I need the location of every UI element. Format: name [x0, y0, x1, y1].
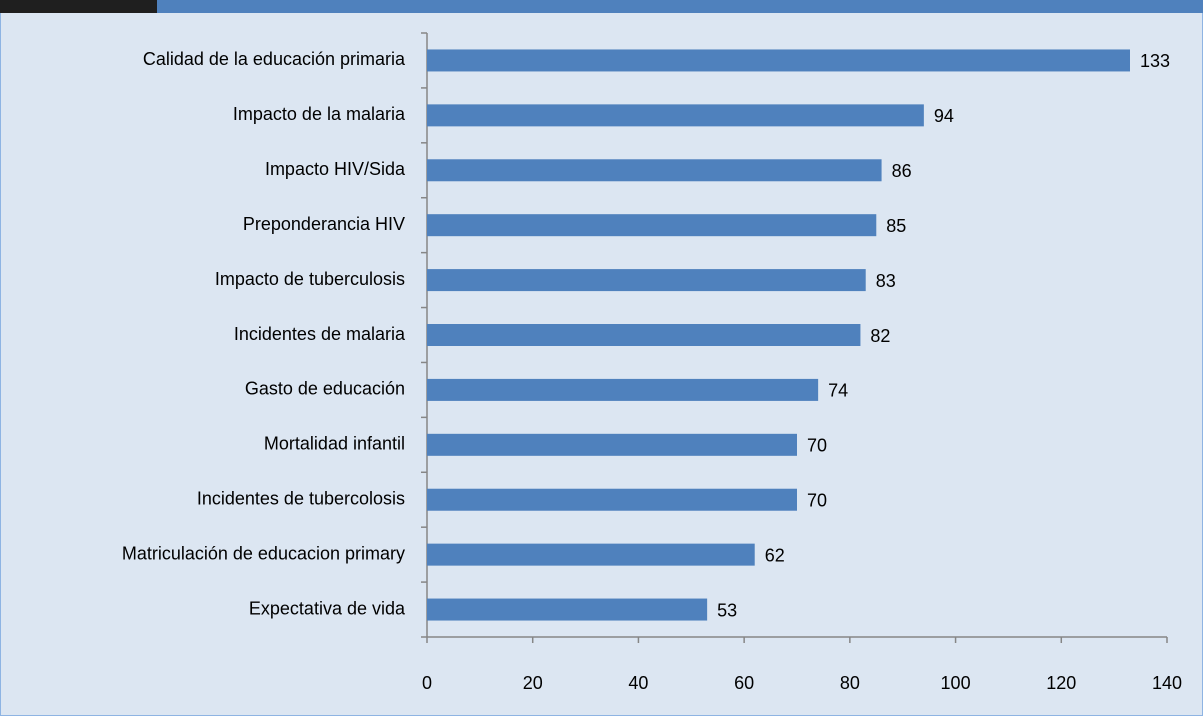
y-tick-label: Incidentes de tubercolosis — [197, 488, 405, 508]
x-tick-label: 40 — [628, 673, 648, 693]
bar — [427, 433, 797, 456]
value-label: 86 — [892, 161, 912, 181]
y-tick-label: Gasto de educación — [245, 379, 405, 399]
bar — [427, 488, 797, 511]
bar — [427, 324, 861, 346]
y-tick-label: Preponderancia HIV — [243, 214, 405, 234]
bar — [427, 378, 819, 401]
value-label: 62 — [765, 545, 785, 565]
y-tick-label: Incidentes de malaria — [234, 324, 406, 344]
y-tick-label: Impacto HIV/Sida — [265, 159, 406, 179]
x-tick-label: 120 — [1046, 673, 1076, 693]
value-label: 82 — [870, 326, 890, 346]
value-label: 70 — [807, 490, 827, 510]
header-band — [157, 0, 1203, 13]
y-tick-label: Matriculación de educacion primary — [122, 543, 405, 563]
value-label: 83 — [876, 271, 896, 291]
x-tick-label: 60 — [734, 673, 754, 693]
bar — [427, 598, 708, 621]
bar — [427, 214, 877, 237]
y-tick-label: Mortalidad infantil — [264, 434, 405, 454]
bar — [427, 49, 1130, 72]
y-tick-label: Expectativa de vida — [249, 598, 406, 618]
value-label: 70 — [807, 436, 827, 456]
bar — [427, 159, 882, 182]
value-label: 85 — [886, 216, 906, 236]
y-tick-label: Calidad de la educación primaria — [143, 49, 406, 69]
x-tick-label: 80 — [840, 673, 860, 693]
bar — [427, 269, 866, 292]
x-tick-label: 20 — [523, 673, 543, 693]
bar — [427, 543, 755, 566]
x-tick-label: 140 — [1152, 673, 1182, 693]
bar — [427, 104, 924, 127]
y-tick-label: Impacto de la malaria — [233, 104, 406, 124]
value-label: 133 — [1140, 51, 1170, 71]
value-label: 53 — [717, 600, 737, 620]
x-tick-label: 100 — [941, 673, 971, 693]
value-label: 74 — [828, 381, 848, 401]
y-tick-label: Impacto de tuberculosis — [215, 269, 405, 289]
header-block — [0, 0, 157, 13]
value-label: 94 — [934, 106, 954, 126]
x-tick-label: 0 — [422, 673, 432, 693]
